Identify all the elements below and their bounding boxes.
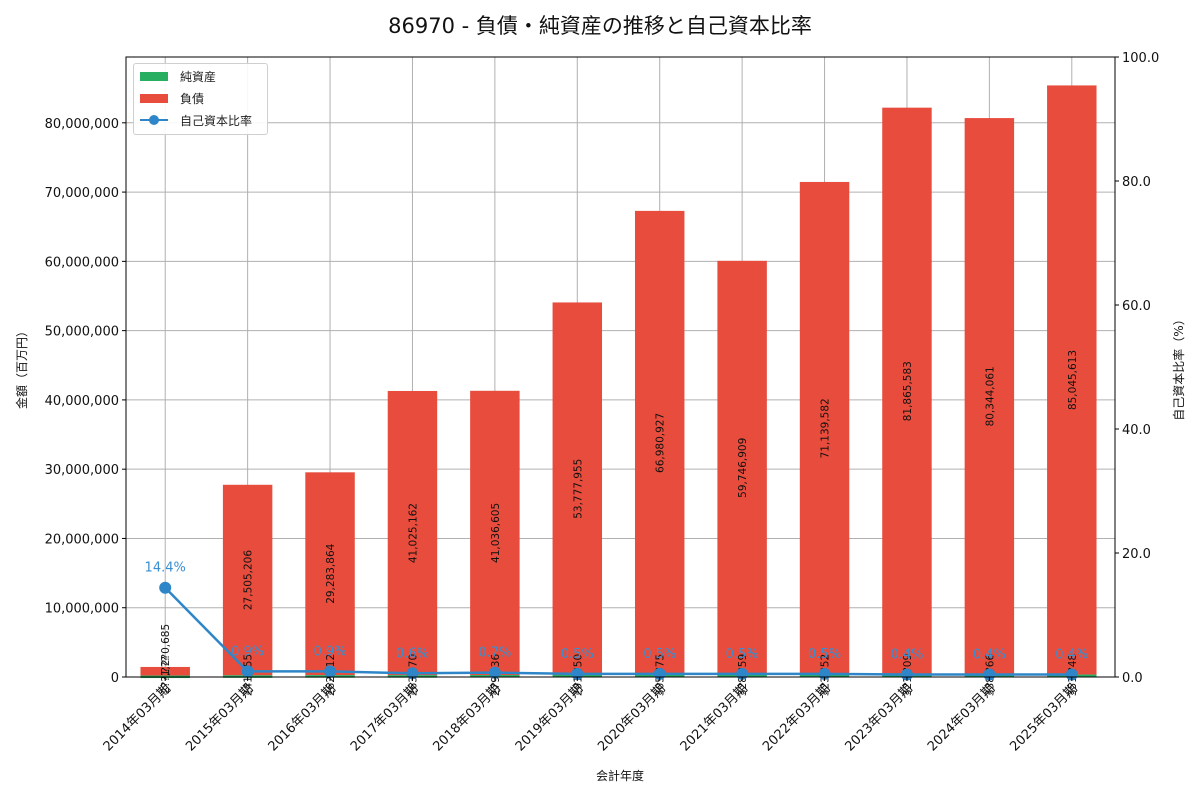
liabilities-bar xyxy=(634,210,685,675)
equity-ratio-marker xyxy=(159,581,172,594)
liabilities-value-label: 66,980,927 xyxy=(655,413,667,473)
equity-ratio-label: 0.4% xyxy=(973,648,1006,663)
y-axis-left-title: 金額（百万円） xyxy=(14,325,29,409)
x-tick-label: 2020年03月期 xyxy=(595,681,668,754)
x-tick-label: 2014年03月期 xyxy=(101,681,174,754)
liabilities-value-label: 80,344,061 xyxy=(984,366,996,426)
liabilities-bar xyxy=(222,484,273,676)
legend-label: 自己資本比率 xyxy=(180,113,253,128)
equity-ratio-marker xyxy=(900,668,913,681)
y-right-tick-label: 0.0 xyxy=(1122,671,1143,686)
y-right-tick-label: 40.0 xyxy=(1122,423,1151,438)
y-right-tick-label: 20.0 xyxy=(1122,547,1151,562)
line-marker-icon xyxy=(140,114,168,126)
equity-ratio-line: 14.4% 0.9% 0.9% 0.6% 0.7% 0.5% 0.5% 0.5% 0.5% 0.4… xyxy=(145,561,1088,681)
liabilities-bar xyxy=(305,472,355,676)
liabilities-bar xyxy=(717,260,767,675)
legend-item-net-assets: 純資産 xyxy=(140,67,216,85)
liabilities-value-label: 59,746,909 xyxy=(737,438,749,498)
legend-label: 負債 xyxy=(180,91,205,106)
liabilities-swatch-icon xyxy=(140,93,168,103)
liabilities-bar xyxy=(552,302,603,675)
x-tick-label: 2022年03月期 xyxy=(760,681,833,754)
y-tick-label: 70,000,000 xyxy=(45,186,119,201)
x-tick-label: 2016年03月期 xyxy=(266,681,339,754)
equity-ratio-label: 0.6% xyxy=(396,646,429,661)
x-tick-label: 2025年03月期 xyxy=(1007,681,1080,754)
equity-ratio-label: 0.5% xyxy=(643,647,676,662)
y-tick-label: 10,000,000 xyxy=(45,602,119,617)
x-axis-title: 会計年度 xyxy=(596,768,644,783)
net-assets-value-label: 2??,??? xyxy=(160,656,172,694)
x-tick-label: 2017年03月期 xyxy=(348,681,421,754)
equity-ratio-marker xyxy=(241,665,254,678)
plot-frame xyxy=(125,56,1116,678)
liabilities-value-label: 81,865,583 xyxy=(902,361,914,421)
liabilities-bar xyxy=(964,118,1015,675)
equity-ratio-label: 0.7% xyxy=(478,646,511,661)
equity-ratio-label: 0.5% xyxy=(808,647,841,662)
liabilities-bar xyxy=(470,390,520,676)
liabilities-bar xyxy=(1047,85,1097,675)
bar-series xyxy=(140,85,1097,679)
liabilities-bar xyxy=(882,107,932,675)
liabilities-bar xyxy=(140,666,190,676)
x-tick-label: 2021年03月期 xyxy=(678,681,751,754)
y-tick-label: 0 xyxy=(111,671,119,686)
liabilities-value-label: 41,025,162 xyxy=(407,503,419,563)
y-tick-label: 80,000,000 xyxy=(45,117,119,132)
liabilities-value-label: 53,777,955 xyxy=(572,459,584,519)
y-right-tick-label: 80.0 xyxy=(1122,175,1151,190)
equity-ratio-marker xyxy=(983,668,996,681)
legend: 純資産 負債 自己資本比率 xyxy=(133,63,268,135)
equity-ratio-label: 0.4% xyxy=(1055,648,1088,663)
legend-item-liabilities: 負債 xyxy=(140,89,204,107)
liabilities-value-label: 27,505,206 xyxy=(243,550,255,610)
y-right-tick-label: 60.0 xyxy=(1122,299,1151,314)
x-tick-label: 2015年03月期 xyxy=(183,681,256,754)
equity-ratio-label: 0.9% xyxy=(231,644,264,659)
equity-ratio-label: 14.4% xyxy=(145,561,186,576)
bar-value-labels: 1,2?0,6852??,???27,505,206241,?5529,283,… xyxy=(160,350,1079,696)
equity-ratio-marker xyxy=(324,665,337,678)
equity-ratio-label: 0.5% xyxy=(726,647,759,662)
x-tick-label: 2024年03月期 xyxy=(925,681,998,754)
liabilities-bar xyxy=(799,181,850,675)
equity-ratio-label: 0.5% xyxy=(561,647,594,662)
net-assets-swatch-icon xyxy=(140,71,168,81)
equity-ratio-marker xyxy=(488,666,501,679)
y-tick-label: 20,000,000 xyxy=(45,532,119,547)
equity-ratio-label: 0.9% xyxy=(314,644,347,659)
chart-title: 86970 - 負債・純資産の推移と自己資本比率 xyxy=(388,14,812,38)
equity-ratio-label: 0.4% xyxy=(890,648,923,663)
y-tick-label: 60,000,000 xyxy=(45,255,119,270)
y-tick-label: 40,000,000 xyxy=(45,394,119,409)
x-tick-label: 2019年03月期 xyxy=(513,681,586,754)
y-tick-label: 30,000,000 xyxy=(45,463,119,478)
liabilities-value-label: 1,2?0,685 xyxy=(160,624,172,676)
x-tick-label: 2023年03月期 xyxy=(843,681,916,754)
liabilities-value-label: 29,283,864 xyxy=(325,543,337,603)
y-tick-label: 50,000,000 xyxy=(45,325,119,340)
legend-label: 純資産 xyxy=(180,69,217,84)
equity-ratio-marker xyxy=(1065,668,1078,681)
legend-item-equity-ratio: 自己資本比率 xyxy=(140,111,252,129)
liabilities-value-label: 41,036,605 xyxy=(490,503,502,563)
y-axis-right-title: 自己資本比率（%） xyxy=(1171,313,1186,420)
x-tick-label: 2018年03月期 xyxy=(430,681,503,754)
y-right-tick-label: 100.0 xyxy=(1122,51,1159,66)
liabilities-bar xyxy=(387,390,438,676)
liabilities-value-label: 85,045,613 xyxy=(1067,350,1079,410)
liabilities-value-label: 71,139,582 xyxy=(820,398,832,458)
equity-ratio-marker xyxy=(406,667,419,680)
